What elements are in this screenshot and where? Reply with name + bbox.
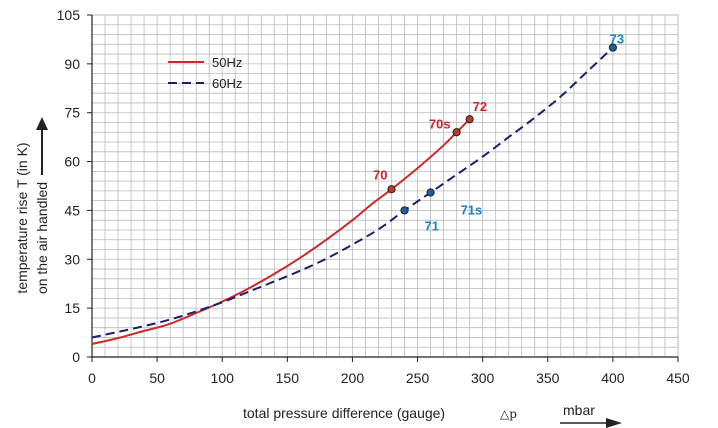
data-point-71: [400, 206, 409, 215]
x-axis-label-symbol: △p: [500, 407, 517, 421]
data-point-label-70s: 70s: [429, 116, 451, 131]
data-point-label-71s: 71s: [461, 203, 483, 218]
x-tick-label: 0: [88, 370, 96, 386]
data-point-label-72: 72: [473, 99, 487, 114]
y-tick-label: 15: [64, 300, 80, 316]
data-point-70: [387, 185, 396, 194]
x-tick-label: 50: [149, 370, 165, 386]
series-line-50hz: [91, 118, 471, 345]
data-point-70s: [452, 128, 461, 137]
x-axis-label: total pressure difference (gauge) △p mba…: [243, 402, 622, 428]
data-points: 70 70s 72 71 71s 73: [373, 32, 624, 234]
tick-labels: 0 50 100 150 200 250 300 350 400 450 0 15 30 45 60 75 90…: [57, 7, 690, 386]
series-line-60hz: [91, 46, 614, 339]
data-point-label-71: 71: [425, 218, 439, 233]
x-tick-label: 300: [471, 370, 495, 386]
legend-label-60hz: 60Hz: [212, 76, 242, 91]
y-tick-label: 0: [72, 349, 80, 365]
y-tick-label: 30: [64, 251, 80, 267]
y-tick-label: 105: [57, 7, 81, 23]
data-point-72: [465, 115, 474, 124]
y-axis-label-line2: on the air handled: [34, 182, 50, 294]
x-tick-label: 350: [536, 370, 560, 386]
x-tick-label: 450: [666, 370, 690, 386]
axes: [87, 14, 679, 362]
y-tick-label: 75: [64, 105, 80, 121]
x-axis-label-text: total pressure difference (gauge): [243, 405, 445, 421]
x-tick-label: 150: [276, 370, 300, 386]
grid: [91, 14, 679, 358]
data-point-label-73: 73: [610, 32, 624, 47]
x-tick-label: 400: [601, 370, 625, 386]
x-tick-label: 250: [406, 370, 430, 386]
x-tick-label: 100: [211, 370, 235, 386]
data-point-label-70: 70: [373, 167, 387, 182]
legend-label-50hz: 50Hz: [212, 55, 242, 70]
y-axis-arrow-head: [36, 117, 48, 130]
data-point-71s: [426, 188, 435, 197]
x-axis-unit-arrow-head: [606, 418, 622, 428]
y-axis-label-line1: temperature rise T (in K): [14, 142, 30, 293]
data-point-73: [608, 43, 617, 52]
y-tick-label: 90: [64, 56, 80, 72]
x-axis-unit: mbar: [563, 402, 595, 418]
y-axis-label: temperature rise T (in K) on the air han…: [14, 117, 50, 294]
plot-frame: [91, 14, 679, 358]
legend: 50Hz 60Hz: [168, 55, 242, 91]
y-tick-label: 60: [64, 154, 80, 170]
x-tick-label: 200: [341, 370, 365, 386]
y-tick-label: 45: [64, 202, 80, 218]
series-lines: [91, 46, 614, 345]
